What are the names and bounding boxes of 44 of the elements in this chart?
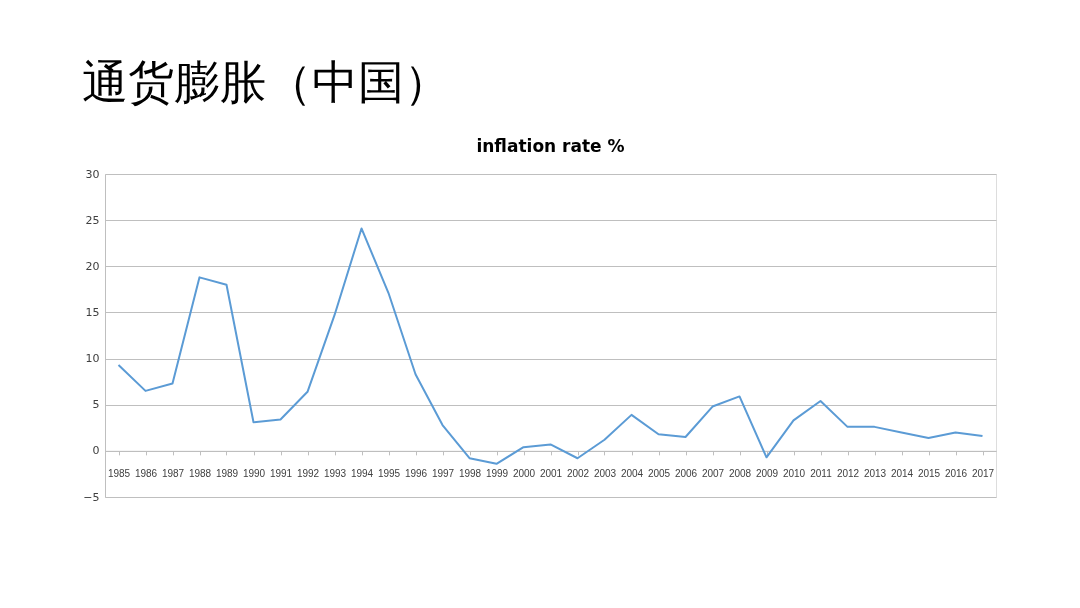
x-tick-label: 2011 <box>810 468 833 480</box>
y-tick-label: 20 <box>85 259 100 273</box>
x-tick-label: 2008 <box>728 468 752 480</box>
x-tick-label: 2016 <box>944 468 968 480</box>
x-tick-label: 2000 <box>512 468 536 480</box>
x-tick-label: 1998 <box>458 468 482 480</box>
x-tick-label: 2013 <box>863 468 887 480</box>
x-tick-label: 2015 <box>917 468 941 480</box>
x-tick-label: 2009 <box>755 468 779 480</box>
x-tick-label: 2012 <box>836 468 860 480</box>
x-tick-label: 1995 <box>377 468 401 480</box>
x-tick-label: 2002 <box>566 468 590 480</box>
y-tick-label: −5 <box>83 490 100 504</box>
x-tick-label: 1992 <box>296 468 320 480</box>
chart-title: 通货膨胀（中国） <box>82 54 451 109</box>
x-tick-label: 2004 <box>620 468 644 480</box>
x-tick-label: 1994 <box>350 468 374 480</box>
x-tick-label: 2017 <box>971 468 995 480</box>
x-tick-label: 1996 <box>404 468 428 480</box>
x-tick-label: 1985 <box>107 468 131 480</box>
line-series <box>117 227 984 465</box>
x-tick-label: 2014 <box>890 468 914 480</box>
y-tick-label: 15 <box>85 305 100 319</box>
x-tick-label: 2006 <box>674 468 698 480</box>
x-tick-label: 1987 <box>161 468 185 480</box>
x-tick-label: 2001 <box>539 468 563 480</box>
x-tick-label: 1997 <box>431 468 455 480</box>
x-tick-label: 1986 <box>134 468 158 480</box>
x-tick-label: 1999 <box>485 468 509 480</box>
x-tick-label: 1988 <box>188 468 212 480</box>
chart-subtitle: inflation rate % <box>476 136 625 156</box>
x-tick-label: 2005 <box>647 468 671 480</box>
x-tick-label: 1990 <box>242 468 266 480</box>
x-tick-label: 1991 <box>269 468 293 480</box>
y-tick-label: 10 <box>85 352 100 366</box>
x-tick-label: 2003 <box>593 468 617 480</box>
y-tick-label: 30 <box>85 167 100 181</box>
y-tick-label: 0 <box>92 444 100 458</box>
y-tick-label: 25 <box>85 213 100 227</box>
x-tick-label: 1993 <box>323 468 347 480</box>
x-tick-label: 1989 <box>215 468 239 480</box>
y-tick-label: 5 <box>92 398 100 412</box>
x-tick-label: 2007 <box>701 468 725 480</box>
x-tick-label: 2010 <box>782 468 806 480</box>
